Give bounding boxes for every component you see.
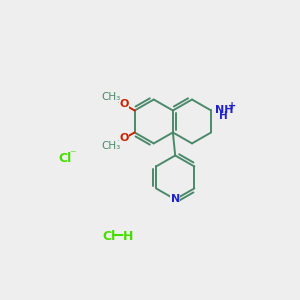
Text: N: N bbox=[171, 194, 180, 204]
Text: CH₃: CH₃ bbox=[101, 92, 120, 102]
Text: O: O bbox=[119, 134, 129, 143]
Text: H: H bbox=[123, 230, 134, 244]
Text: Cl: Cl bbox=[58, 152, 72, 165]
Text: ⁻: ⁻ bbox=[69, 148, 76, 161]
Text: H: H bbox=[219, 111, 227, 121]
Text: O: O bbox=[119, 100, 129, 110]
Text: CH₃: CH₃ bbox=[101, 141, 120, 151]
Text: NH: NH bbox=[215, 105, 234, 115]
Text: Cl: Cl bbox=[103, 230, 116, 244]
Text: +: + bbox=[228, 101, 236, 111]
